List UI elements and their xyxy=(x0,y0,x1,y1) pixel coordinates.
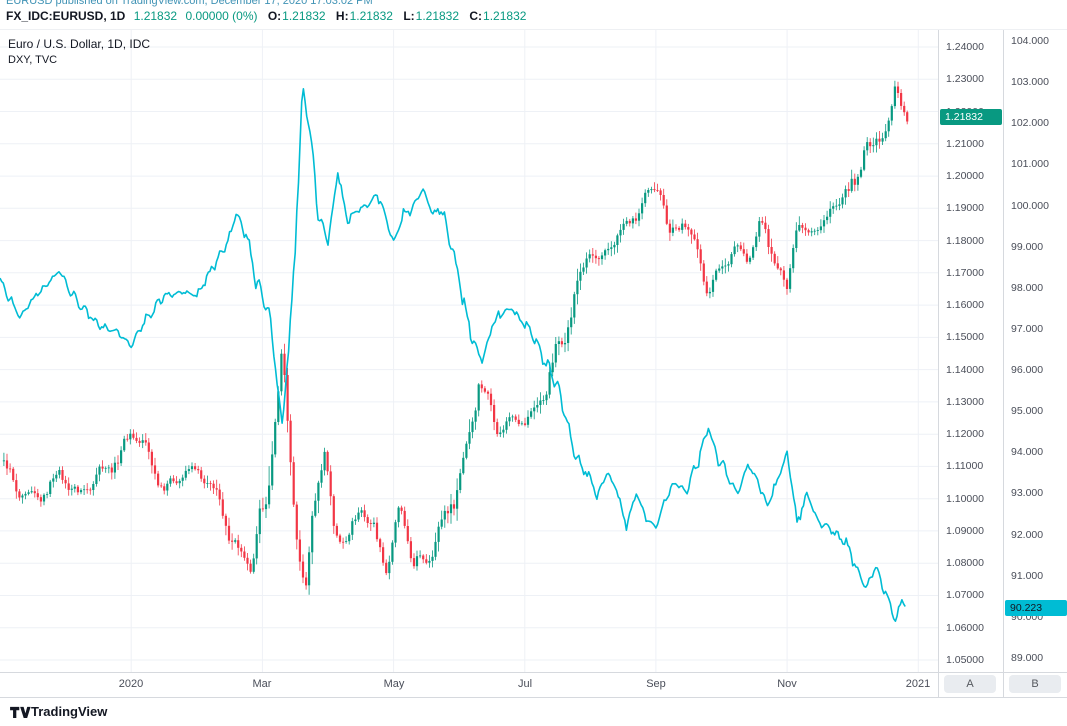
footer-bar: TradingView xyxy=(0,698,1067,726)
symbol-name: FX_IDC:EURUSD, 1D xyxy=(6,9,126,23)
eurusd-axis-tick: 1.21000 xyxy=(946,138,984,150)
dxy-axis-tick: 101.000 xyxy=(1011,158,1049,170)
dxy-price-axis[interactable]: 89.000 90.000 91.000 92.000 93.000 94.000 95.0… xyxy=(1003,30,1067,672)
dxy-axis-tick: 93.000 xyxy=(1011,487,1044,499)
eurusd-axis-tick: 1.07000 xyxy=(946,589,984,601)
footer-divider xyxy=(0,697,1067,698)
eurusd-axis-tick: 1.15000 xyxy=(946,331,984,343)
time-axis-label: Nov xyxy=(777,678,797,690)
symbol-ohlc-line: FX_IDC:EURUSD, 1D 1.21832 0.00000 (0%) O… xyxy=(6,9,526,23)
last-price: 1.21832 xyxy=(133,9,178,23)
eurusd-axis-tick: 1.09000 xyxy=(946,525,984,537)
price-scale-b-button[interactable]: B xyxy=(1009,675,1061,693)
dxy-axis-tick: 95.000 xyxy=(1011,405,1044,417)
eurusd-axis-tick: 1.06000 xyxy=(946,622,984,634)
eurusd-axis-tick: 1.12000 xyxy=(946,428,984,440)
dxy-axis-tick: 99.000 xyxy=(1011,241,1044,253)
legend-overlay-series[interactable]: DXY, TVC xyxy=(8,54,58,66)
time-axis-label: 2021 xyxy=(905,678,931,690)
dxy-axis-tick: 100.000 xyxy=(1011,200,1049,212)
header-divider xyxy=(0,29,1067,30)
high-value: 1.21832 xyxy=(349,9,393,23)
tradingview-logo-icon xyxy=(10,706,31,719)
eurusd-axis-tick: 1.11000 xyxy=(946,460,984,472)
time-axis-label: May xyxy=(383,678,405,690)
dxy-axis-tick: 97.000 xyxy=(1011,323,1044,335)
eurusd-axis-tick: 1.19000 xyxy=(946,202,984,214)
close-value: 1.21832 xyxy=(483,9,527,23)
low-label: L: xyxy=(403,9,415,23)
published-caption: EURUSD published on TradingView.com, Dec… xyxy=(6,0,373,7)
dxy-axis-tick: 89.000 xyxy=(1011,652,1044,664)
eurusd-axis-tick: 1.08000 xyxy=(946,557,984,569)
eurusd-axis-tick: 1.10000 xyxy=(946,493,984,505)
dxy-last-price-label: 90.223 xyxy=(1005,600,1067,616)
legend-main-series[interactable]: Euro / U.S. Dollar, 1D, IDC xyxy=(8,37,151,51)
eurusd-axis-tick: 1.16000 xyxy=(946,299,984,311)
price-scale-a-button[interactable]: A xyxy=(944,675,996,693)
time-axis-label: Sep xyxy=(646,678,666,690)
eurusd-axis-tick: 1.13000 xyxy=(946,396,984,408)
time-axis-divider xyxy=(0,672,1067,673)
time-axis-label: Mar xyxy=(252,678,272,690)
price-axis-divider-1 xyxy=(938,30,939,697)
open-value: 1.21832 xyxy=(282,9,326,23)
close-label: C: xyxy=(469,9,483,23)
open-label: O: xyxy=(267,9,282,23)
price-change: 0.00000 (0%) xyxy=(185,9,258,23)
eurusd-axis-tick: 1.18000 xyxy=(946,235,984,247)
dxy-axis-tick: 103.000 xyxy=(1011,76,1049,88)
price-axis-divider-2 xyxy=(1003,30,1004,697)
dxy-axis-tick: 102.000 xyxy=(1011,117,1049,129)
chart-canvas[interactable] xyxy=(0,30,938,672)
tradingview-brand-link[interactable]: TradingView xyxy=(31,704,108,719)
dxy-axis-tick: 104.000 xyxy=(1011,35,1049,47)
eurusd-price-axis[interactable]: 1.05000 1.06000 1.07000 1.08000 1.09000 1.100… xyxy=(938,30,1002,672)
eurusd-axis-tick: 1.20000 xyxy=(946,170,984,182)
dxy-axis-tick: 96.000 xyxy=(1011,364,1044,376)
dxy-axis-tick: 92.000 xyxy=(1011,529,1044,541)
low-value: 1.21832 xyxy=(415,9,460,23)
dxy-axis-tick: 91.000 xyxy=(1011,570,1044,582)
high-label: H: xyxy=(335,9,349,23)
eurusd-axis-tick: 1.17000 xyxy=(946,267,984,279)
eurusd-axis-tick: 1.14000 xyxy=(946,364,984,376)
dxy-axis-tick: 94.000 xyxy=(1011,446,1044,458)
time-axis-label: 2020 xyxy=(118,678,144,690)
dxy-axis-tick: 98.000 xyxy=(1011,282,1044,294)
eurusd-last-price-label: 1.21832 xyxy=(940,109,1002,125)
chart-legend: Euro / U.S. Dollar, 1D, IDC DXY, TVC xyxy=(8,38,150,66)
eurusd-axis-tick: 1.05000 xyxy=(946,654,984,666)
time-axis[interactable]: 2020 Mar May Jul Sep Nov 2021 xyxy=(0,672,938,697)
time-axis-label: Jul xyxy=(517,678,533,690)
eurusd-axis-tick: 1.23000 xyxy=(946,73,984,85)
eurusd-axis-tick: 1.24000 xyxy=(946,41,984,53)
